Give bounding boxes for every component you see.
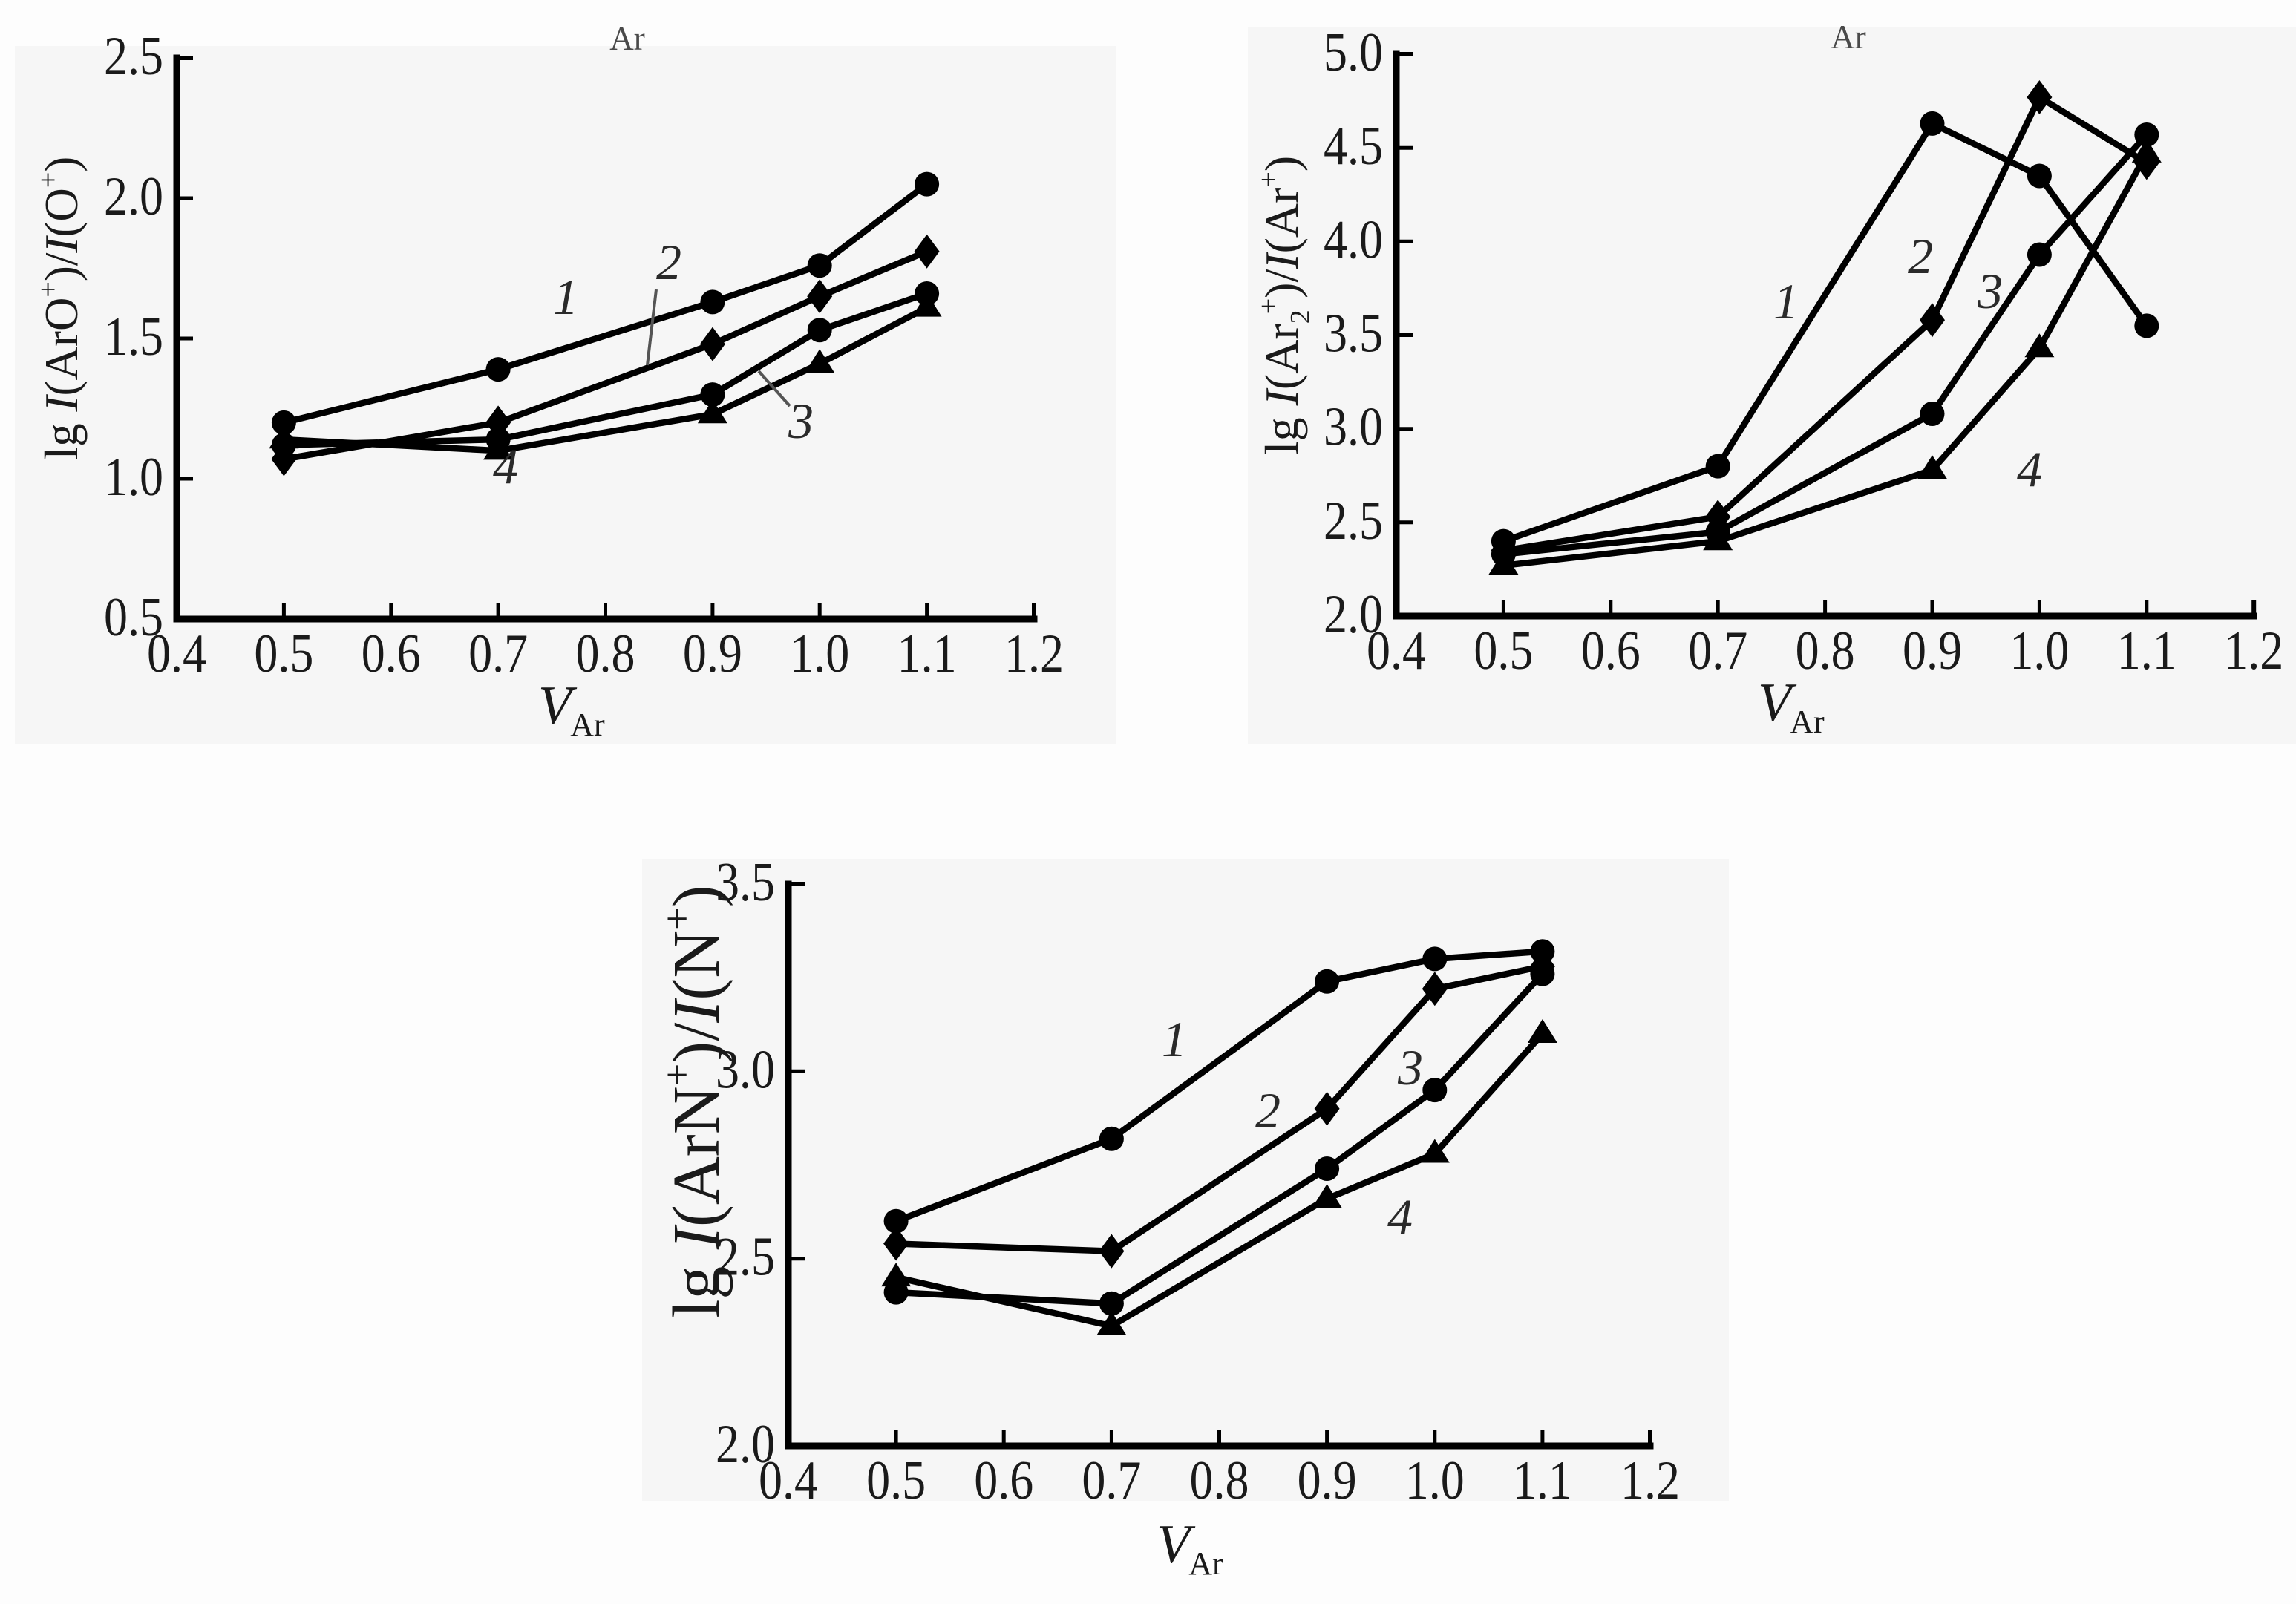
svg-text:3: 3 <box>1977 263 2003 319</box>
svg-text:1.1: 1.1 <box>2117 621 2176 681</box>
svg-text:2.0: 2.0 <box>1324 584 1383 645</box>
svg-text:3.0: 3.0 <box>1324 397 1383 458</box>
svg-text:0.5: 0.5 <box>104 587 163 648</box>
svg-text:lg I(ArO+)/I(O+): lg I(ArO+)/I(O+) <box>33 157 88 460</box>
svg-text:0.6: 0.6 <box>1581 621 1641 681</box>
svg-text:3: 3 <box>788 393 814 449</box>
svg-text:4.5: 4.5 <box>1324 116 1383 177</box>
svg-text:1.0: 1.0 <box>790 623 849 684</box>
svg-text:1.0: 1.0 <box>2009 621 2069 681</box>
svg-text:0.9: 0.9 <box>683 623 742 684</box>
svg-text:2: 2 <box>1255 1082 1281 1139</box>
svg-text:1.2: 1.2 <box>1620 1450 1680 1511</box>
svg-text:0.5: 0.5 <box>1474 621 1533 681</box>
svg-text:1.2: 1.2 <box>2224 621 2283 681</box>
svg-text:0.8: 0.8 <box>1190 1450 1249 1511</box>
svg-text:0.4: 0.4 <box>759 1450 818 1511</box>
svg-text:2: 2 <box>1908 228 1933 284</box>
svg-text:0.9: 0.9 <box>1903 621 1962 681</box>
svg-text:1.1: 1.1 <box>897 623 957 684</box>
svg-text:0.7: 0.7 <box>1688 621 1747 681</box>
svg-text:2.5: 2.5 <box>1324 491 1383 551</box>
svg-text:0.4: 0.4 <box>147 623 206 684</box>
svg-text:2.0: 2.0 <box>104 166 163 227</box>
svg-text:2.5: 2.5 <box>716 1227 775 1288</box>
svg-text:VAr: VAr <box>1157 1514 1223 1582</box>
svg-text:Ar: Ar <box>609 20 644 57</box>
svg-text:1: 1 <box>1773 273 1799 330</box>
svg-text:4.0: 4.0 <box>1324 209 1383 270</box>
svg-text:0.6: 0.6 <box>362 623 421 684</box>
svg-text:0.7: 0.7 <box>468 623 528 684</box>
svg-text:1.2: 1.2 <box>1004 623 1064 684</box>
svg-text:1: 1 <box>553 269 578 325</box>
svg-text:3: 3 <box>1397 1039 1423 1096</box>
svg-text:1.0: 1.0 <box>1405 1450 1465 1511</box>
svg-text:1.1: 1.1 <box>1513 1450 1572 1511</box>
svg-text:0.9: 0.9 <box>1298 1450 1357 1511</box>
svg-text:0.8: 0.8 <box>576 623 635 684</box>
svg-text:3.5: 3.5 <box>1324 304 1383 364</box>
svg-text:4: 4 <box>2017 441 2042 497</box>
svg-text:4: 4 <box>1387 1188 1413 1245</box>
svg-text:0.7: 0.7 <box>1082 1450 1141 1511</box>
svg-text:lg I(ArN+)/I(N+): lg I(ArN+)/I(N+) <box>655 885 733 1317</box>
svg-text:1.5: 1.5 <box>104 307 163 367</box>
svg-text:2.0: 2.0 <box>716 1414 775 1475</box>
svg-text:4: 4 <box>493 438 518 494</box>
svg-text:0.5: 0.5 <box>254 623 313 684</box>
svg-text:2.5: 2.5 <box>104 26 163 87</box>
svg-text:Ar: Ar <box>1831 19 1865 56</box>
svg-text:0.8: 0.8 <box>1796 621 1855 681</box>
svg-text:2: 2 <box>656 234 681 290</box>
svg-text:1: 1 <box>1162 1011 1187 1067</box>
svg-text:3.5: 3.5 <box>716 852 775 913</box>
svg-text:0.5: 0.5 <box>866 1450 926 1511</box>
svg-text:5.0: 5.0 <box>1324 22 1383 83</box>
svg-text:1.0: 1.0 <box>104 447 163 508</box>
svg-text:3.0: 3.0 <box>716 1039 775 1100</box>
svg-text:0.4: 0.4 <box>1367 621 1426 681</box>
svg-text:0.6: 0.6 <box>974 1450 1033 1511</box>
